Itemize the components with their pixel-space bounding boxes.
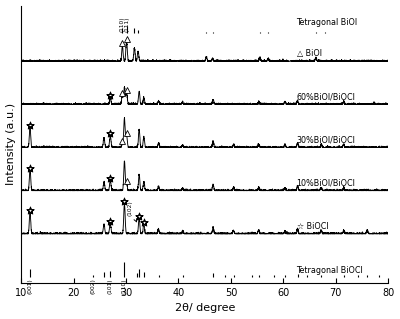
Text: △ BiOI: △ BiOI xyxy=(296,49,322,58)
Text: (101): (101) xyxy=(108,278,113,293)
Text: (110): (110) xyxy=(120,17,125,33)
Text: 60%BiOI/BiOCl: 60%BiOI/BiOCl xyxy=(296,92,355,101)
Text: 30%BiOI/BiOCl: 30%BiOI/BiOCl xyxy=(296,136,355,145)
Text: (102): (102) xyxy=(128,200,136,222)
Text: (001): (001) xyxy=(28,278,32,294)
Text: (111): (111) xyxy=(124,17,129,33)
Text: ☆ BiOCl: ☆ BiOCl xyxy=(296,222,328,231)
Text: Tetragonal BiOCl: Tetragonal BiOCl xyxy=(296,266,363,275)
Text: Tetragonal BiOI: Tetragonal BiOI xyxy=(296,19,358,27)
Text: 10%BiOI/BiOCl: 10%BiOI/BiOCl xyxy=(296,179,355,188)
Text: (110): (110) xyxy=(122,278,127,293)
Y-axis label: Intensity (a.u.): Intensity (a.u.) xyxy=(6,103,16,185)
Text: (002): (002) xyxy=(90,278,96,294)
X-axis label: 2θ/ degree: 2θ/ degree xyxy=(174,303,235,314)
